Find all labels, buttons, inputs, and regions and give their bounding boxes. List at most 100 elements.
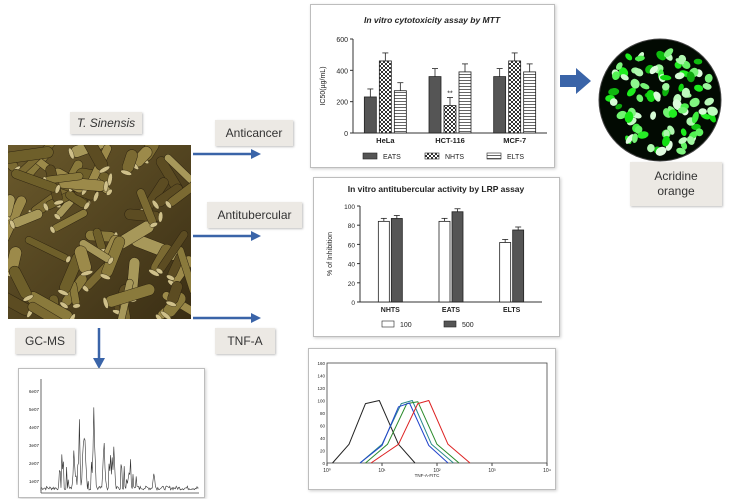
fluorescent-cell: [620, 74, 629, 81]
lrp-bar: [499, 242, 512, 303]
mtt-legend-swatch: [424, 152, 440, 160]
fluorescent-cell: [653, 91, 661, 100]
mtt-bar: [393, 90, 407, 134]
flow-y-tick-label: 160: [317, 361, 325, 366]
fluorescent-cell: [686, 136, 695, 145]
lrp-x-tick-label: NHTS: [381, 307, 400, 314]
lrp-y-tick-label: 100: [344, 204, 355, 211]
acridine-label: Acridine orange: [630, 162, 722, 206]
fluorescent-cell: [693, 58, 703, 65]
mtt-legend-label: ELTS: [507, 154, 524, 161]
gc-y-tick-label: 4e07: [29, 425, 40, 430]
fluorescent-cell: [637, 131, 649, 139]
arrow-antitubercular-icon: [193, 231, 261, 241]
lrp-y-tick-label: 80: [348, 223, 356, 230]
lrp-bar: [438, 220, 451, 303]
mtt-bar: [428, 76, 442, 134]
fluorescent-cell: [634, 68, 644, 77]
lrp-x-tick-label: ELTS: [503, 307, 521, 314]
gcms-label: GC-MS: [15, 328, 75, 354]
fluorescent-cell: [678, 137, 688, 144]
fluorescent-cell: [686, 71, 695, 83]
twig-piece: [80, 145, 111, 174]
twig-piece: [9, 209, 43, 230]
mtt-bar: [363, 96, 377, 134]
fluorescent-cell: [656, 50, 667, 61]
fluorescent-cell: [698, 108, 707, 115]
gc-y-tick-label: 2e07: [29, 461, 40, 466]
flow-histogram-line: [332, 400, 416, 464]
fluorescent-cell: [609, 98, 618, 106]
flow-histogram-line: [359, 402, 449, 464]
gc-y-tick-label: 6e07: [29, 389, 40, 394]
twig-piece: [165, 180, 191, 209]
twig-piece: [79, 239, 114, 265]
mtt-bar-chart: In vitro cytotoxicity assay by MTT 0 200 40…: [320, 15, 547, 161]
mtt-bar: [508, 60, 522, 134]
fluorescent-cell: [625, 134, 634, 144]
arrow-tnfa-icon: [193, 313, 261, 323]
fluorescent-cell: [612, 71, 620, 81]
lrp-y-tick-label: 40: [348, 262, 356, 269]
flow-y-tick-label: 140: [317, 374, 325, 379]
species-label: T. Sinensis: [70, 112, 142, 134]
mtt-bar: [458, 71, 472, 134]
twig-piece: [11, 169, 61, 194]
lrp-y-tick-label: 60: [348, 242, 356, 249]
fluorescent-cell: [634, 55, 645, 62]
lrp-y-label: % of Inhibition: [327, 232, 334, 276]
twig-piece: [8, 146, 54, 164]
fluorescent-cell: [626, 87, 636, 97]
fluorescent-cell: [646, 90, 656, 102]
fluorescent-cell: [615, 103, 623, 110]
lrp-chart-panel: In vitro antitubercular activity by LRP …: [313, 177, 560, 337]
flow-x-tick-label: 10⁰: [323, 468, 331, 474]
tnfa-histogram: 0 20 40 60 80 100 120 140 160 10⁰ 10¹ 10² 10³ 10⁴ TNF-…: [317, 361, 551, 478]
gc-chromatogram-trace: [40, 407, 199, 491]
twig-piece: [165, 281, 183, 307]
fluorescent-cell: [631, 133, 638, 143]
fluorescent-cell: [640, 83, 650, 90]
gcms-chromatogram-panel: 6e07 5e07 4e07 3e07 2e07 1e07: [18, 368, 205, 498]
flow-y-tick-label: 40: [320, 436, 326, 441]
flow-x-tick-label: 10⁴: [543, 468, 551, 474]
block-arrow-right-icon: [560, 68, 591, 94]
fluorescent-cell: [662, 82, 670, 91]
fluorescent-cell: [650, 111, 657, 120]
lrp-legend-swatch: [443, 320, 457, 328]
lrp-bar: [451, 211, 464, 303]
fluorescent-cell: [630, 78, 640, 89]
twig-piece: [120, 149, 138, 176]
arrow-anticancer-icon: [193, 149, 261, 159]
fluorescent-cell: [704, 73, 713, 83]
twig-piece: [8, 265, 34, 302]
gcms-chromatogram: 6e07 5e07 4e07 3e07 2e07 1e07: [29, 379, 199, 494]
mtt-chart-panel: In vitro cytotoxicity assay by MTT 0 200 40…: [310, 4, 555, 168]
flow-x-tick-label: 10¹: [378, 468, 386, 474]
lrp-y-tick-label: 0: [351, 300, 355, 307]
fluorescent-cell: [694, 84, 704, 92]
flow-y-tick-label: 80: [320, 411, 326, 416]
mtt-x-tick-label: HCT-116: [435, 136, 465, 145]
lrp-legend-label: 500: [462, 322, 474, 329]
flow-y-tick-label: 0: [322, 461, 325, 466]
fluorescent-cell: [672, 99, 682, 111]
fluorescent-cell: [676, 147, 686, 155]
lrp-legend-swatch: [381, 320, 395, 328]
twig-piece: [74, 245, 94, 277]
flow-y-tick-label: 100: [317, 399, 325, 404]
flow-y-tick-label: 60: [320, 424, 326, 429]
fluorescent-cell: [707, 106, 718, 116]
fluorescent-cell: [660, 74, 672, 81]
fluorescent-cell: [678, 83, 684, 92]
fluorescent-cell: [649, 65, 658, 75]
lrp-bar: [512, 229, 525, 303]
lrp-bar: [377, 220, 390, 303]
lrp-y-tick-label: 20: [348, 281, 356, 288]
lrp-bar-chart: In vitro antitubercular activity by LRP …: [327, 184, 542, 329]
mtt-legend-swatch: [362, 152, 378, 160]
mtt-y-tick-label: 400: [336, 68, 348, 75]
fluorescent-cell: [695, 128, 704, 137]
fluorescent-cell: [608, 88, 620, 96]
flow-y-tick-label: 20: [320, 449, 326, 454]
